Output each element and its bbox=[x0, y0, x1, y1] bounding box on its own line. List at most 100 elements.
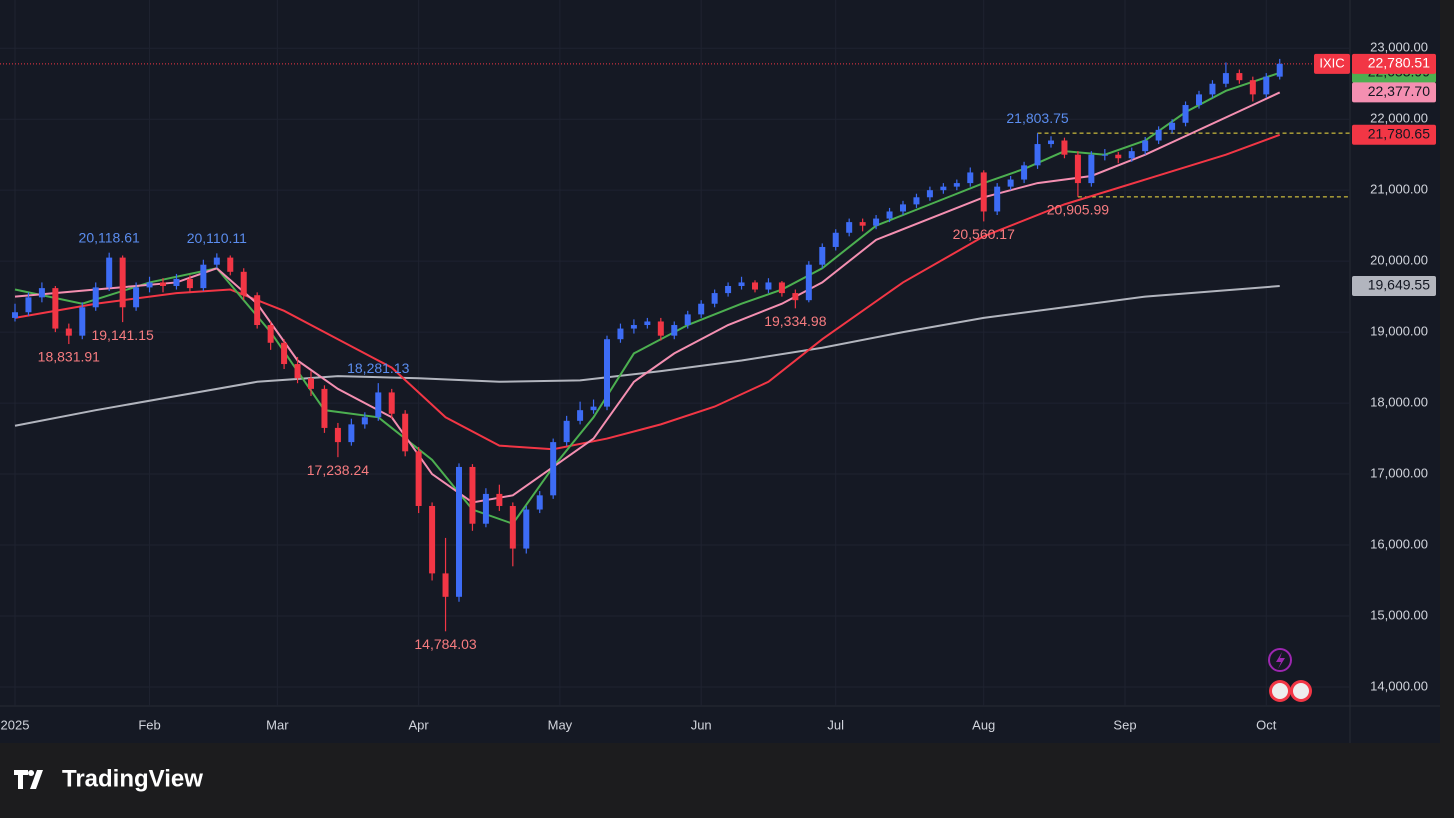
candle-body bbox=[469, 466, 476, 524]
extreme-label: 20,118.61 bbox=[79, 229, 140, 245]
candle-body bbox=[536, 495, 543, 510]
candle-body bbox=[805, 264, 812, 301]
y-tick-label: 20,000.00 bbox=[1370, 253, 1428, 268]
candle-body bbox=[1236, 73, 1243, 81]
candle-body bbox=[980, 172, 987, 212]
candle-body bbox=[711, 293, 718, 304]
candle-body bbox=[52, 288, 59, 329]
x-tick-label: Apr bbox=[409, 717, 430, 732]
candle-body bbox=[953, 183, 960, 187]
x-tick-label: Sep bbox=[1113, 717, 1136, 732]
candle-body bbox=[375, 392, 382, 418]
candle-body bbox=[765, 282, 772, 290]
candle-body bbox=[1034, 144, 1041, 166]
candle-body bbox=[577, 410, 584, 421]
candle-body bbox=[1169, 122, 1176, 130]
candle-body bbox=[482, 493, 489, 524]
price-axis bbox=[1350, 0, 1440, 743]
y-tick-label: 18,000.00 bbox=[1370, 395, 1428, 410]
candle-body bbox=[1155, 129, 1162, 141]
candle-body bbox=[752, 282, 758, 290]
extreme-label: 19,334.98 bbox=[764, 313, 826, 329]
candle-body bbox=[1088, 154, 1095, 184]
price-tag bbox=[1352, 53, 1436, 74]
candle-body bbox=[415, 451, 422, 506]
brand: TradingView bbox=[62, 765, 203, 792]
x-tick-label: Oct bbox=[1256, 717, 1277, 732]
candle-body bbox=[213, 257, 220, 265]
plot-area bbox=[0, 0, 1440, 743]
extreme-label: 18,281.13 bbox=[347, 360, 409, 376]
candle-body bbox=[1061, 140, 1068, 155]
price-tag-label: 21,780.65 bbox=[1368, 125, 1430, 141]
candle-body bbox=[684, 314, 691, 326]
candle-body bbox=[442, 573, 449, 597]
candle-body bbox=[308, 378, 314, 389]
candle-body bbox=[926, 190, 933, 198]
candle-body bbox=[725, 285, 732, 294]
candle-body bbox=[509, 505, 516, 549]
candle-body bbox=[496, 493, 503, 506]
candle-body bbox=[873, 218, 880, 226]
x-tick-label: 2025 bbox=[1, 717, 30, 732]
extreme-label: 18,831.91 bbox=[38, 349, 100, 365]
candle-body bbox=[778, 282, 785, 294]
candle-body bbox=[65, 328, 72, 336]
candle-body bbox=[38, 288, 45, 298]
candle-body bbox=[1209, 83, 1216, 95]
candle-body bbox=[334, 427, 341, 443]
candle-body bbox=[25, 297, 32, 313]
candle-body bbox=[456, 466, 462, 597]
candle-body bbox=[321, 388, 328, 428]
extreme-label: 21,803.75 bbox=[1006, 110, 1068, 126]
y-tick-label: 19,000.00 bbox=[1370, 324, 1428, 339]
extreme-label: 17,238.24 bbox=[307, 462, 369, 478]
candle-body bbox=[846, 222, 853, 233]
price-tag bbox=[1352, 82, 1436, 103]
candle-body bbox=[644, 321, 651, 326]
candle-body bbox=[92, 287, 99, 308]
candle-body bbox=[1101, 154, 1108, 156]
candle-body bbox=[1222, 73, 1229, 84]
extreme-label: 19,141.15 bbox=[91, 327, 153, 343]
candle-body bbox=[900, 204, 906, 212]
candle-body bbox=[388, 392, 395, 414]
x-tick-label: May bbox=[548, 717, 573, 732]
candle-body bbox=[563, 420, 570, 443]
x-tick-label: Feb bbox=[138, 717, 160, 732]
candle-body bbox=[940, 186, 947, 191]
candle-body bbox=[1263, 76, 1270, 95]
candle-body bbox=[671, 325, 678, 336]
y-tick-label: 14,000.00 bbox=[1370, 678, 1428, 693]
candle-body bbox=[160, 282, 166, 286]
candle-body bbox=[79, 307, 86, 336]
y-tick-label: 21,000.00 bbox=[1370, 182, 1428, 197]
candle-body bbox=[657, 321, 664, 336]
candle-body bbox=[819, 246, 826, 265]
candle-body bbox=[106, 257, 113, 288]
y-tick-label: 16,000.00 bbox=[1370, 536, 1428, 551]
candle-body bbox=[133, 287, 140, 308]
candle-body bbox=[1074, 154, 1081, 184]
price-tag bbox=[1352, 124, 1436, 145]
candle-body bbox=[630, 325, 637, 329]
candle-body bbox=[604, 339, 610, 407]
candle-body bbox=[994, 186, 1001, 212]
price-tag-label: 22,377.70 bbox=[1368, 83, 1430, 99]
y-tick-label: 22,000.00 bbox=[1370, 111, 1428, 126]
candle-body bbox=[590, 406, 597, 411]
candle-body bbox=[1182, 105, 1189, 123]
candle-body bbox=[254, 295, 261, 326]
candle-body bbox=[281, 342, 288, 365]
candle-body bbox=[227, 257, 234, 272]
candle-body bbox=[1142, 140, 1149, 152]
layer: 14,000.00 15,000.00 16,000.00 17,000.00 18,0… bbox=[0, 0, 1436, 732]
candle-body bbox=[550, 442, 557, 496]
candle-body bbox=[402, 413, 409, 452]
candle-body bbox=[186, 278, 193, 289]
y-tick-label: 15,000.00 bbox=[1370, 607, 1428, 622]
candle-body bbox=[523, 509, 530, 549]
candle-body bbox=[832, 232, 839, 247]
y-tick-label: 23,000.00 bbox=[1370, 40, 1428, 55]
